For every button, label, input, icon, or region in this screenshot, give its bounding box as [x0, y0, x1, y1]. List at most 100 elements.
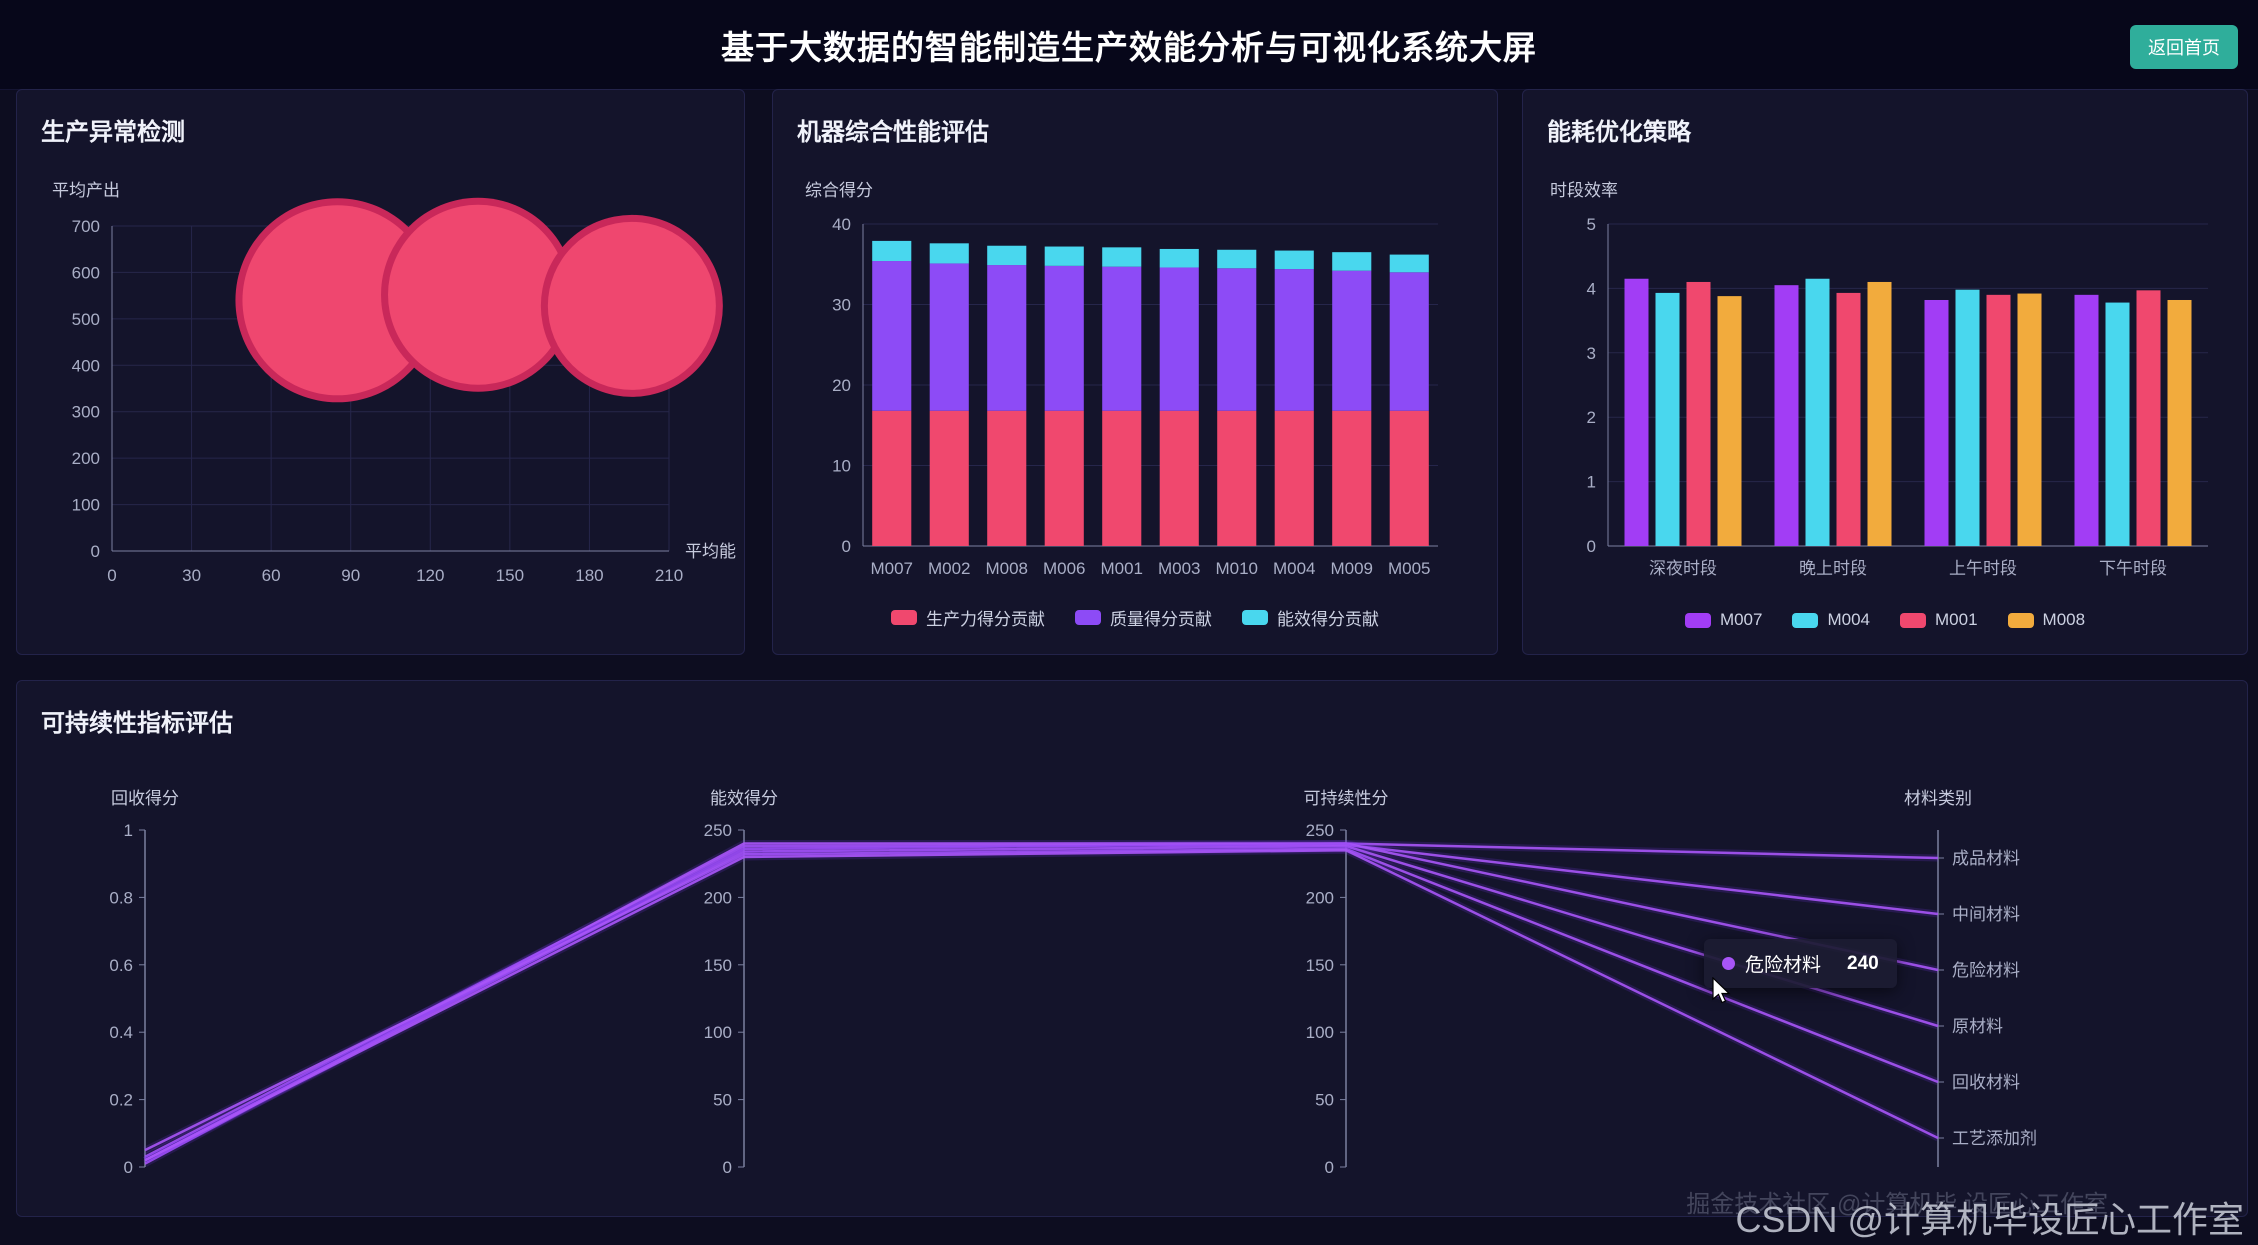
svg-text:100: 100 [72, 496, 100, 515]
svg-text:100: 100 [704, 1023, 732, 1042]
svg-text:20: 20 [832, 376, 851, 395]
watermark-primary: CSDN @计算机毕设匠心工作室 [1735, 1199, 2244, 1240]
svg-text:300: 300 [72, 403, 100, 422]
legend-label: 能效得分贡献 [1277, 610, 1379, 629]
svg-text:平均产出: 平均产出 [52, 181, 120, 200]
svg-text:0.2: 0.2 [109, 1091, 133, 1110]
legend-item-生产力得分贡献[interactable]: 生产力得分贡献 [891, 605, 1045, 630]
panel-machine-performance: 机器综合性能评估 0 10 20 30 40 综合得分 M007 M002 M008 M006 M0… [772, 89, 1498, 655]
svg-text:M002: M002 [928, 559, 971, 578]
svg-text:成品材料: 成品材料 [1952, 849, 2020, 868]
svg-text:180: 180 [575, 566, 603, 585]
svg-text:200: 200 [72, 449, 100, 468]
chart-tooltip: 危险材料 240 [1704, 939, 1897, 988]
svg-text:时段效率: 时段效率 [1550, 181, 1618, 200]
legend-item-质量得分贡献[interactable]: 质量得分贡献 [1075, 605, 1212, 630]
panel-title-anomaly: 生产异常检测 [41, 119, 185, 146]
svg-text:150: 150 [704, 956, 732, 975]
svg-text:120: 120 [416, 566, 444, 585]
svg-text:30: 30 [182, 566, 201, 585]
svg-text:0.8: 0.8 [109, 888, 133, 907]
svg-text:250: 250 [1306, 821, 1334, 840]
svg-text:150: 150 [1306, 956, 1334, 975]
svg-text:0: 0 [723, 1158, 732, 1177]
svg-text:材料类别: 材料类别 [1904, 789, 1972, 808]
svg-text:工艺添加剂: 工艺添加剂 [1952, 1129, 2037, 1148]
svg-text:700: 700 [72, 217, 100, 236]
svg-text:危险材料: 危险材料 [1952, 961, 2020, 980]
svg-text:200: 200 [1306, 888, 1334, 907]
svg-text:回收得分: 回收得分 [111, 789, 179, 808]
panel-energy-optimization: 能耗优化策略 0 1 2 3 4 5 时段效率 深夜时段 晚上时段 上午时段 下午时段 M007 M0… [1522, 89, 2248, 655]
svg-text:0: 0 [91, 542, 100, 561]
svg-text:0: 0 [124, 1158, 133, 1177]
svg-text:90: 90 [341, 566, 360, 585]
svg-text:50: 50 [713, 1091, 732, 1110]
svg-text:2: 2 [1587, 408, 1596, 427]
svg-text:5: 5 [1587, 215, 1596, 234]
panel-title-energy: 能耗优化策略 [1547, 119, 1691, 146]
svg-text:40: 40 [832, 215, 851, 234]
svg-text:晚上时段: 晚上时段 [1799, 559, 1867, 578]
svg-text:原材料: 原材料 [1952, 1017, 2003, 1036]
svg-text:M001: M001 [1100, 559, 1143, 578]
legend-label: M001 [1935, 610, 1978, 629]
svg-text:综合得分: 综合得分 [805, 181, 873, 200]
svg-text:可持续性分: 可持续性分 [1304, 789, 1389, 808]
bubble-chart-anomaly[interactable]: 0 30 60 90 120 150 180 210 0 100 200 300 400 500 600 70… [17, 146, 746, 616]
tooltip-label: 危险材料 [1745, 955, 1822, 976]
legend-swatch-icon [2007, 612, 2034, 628]
stacked-bar-chart-machine[interactable]: 0 10 20 30 40 综合得分 M007 M002 M008 M006 M001 M003 M01… [773, 146, 1499, 598]
svg-text:M003: M003 [1158, 559, 1201, 578]
svg-text:0: 0 [1325, 1158, 1334, 1177]
svg-text:4: 4 [1587, 279, 1596, 298]
legend-energy: M007 M004 M001 M008 [1523, 610, 2247, 630]
svg-text:0.4: 0.4 [109, 1023, 133, 1042]
legend-swatch-icon [1242, 610, 1268, 625]
parallel-coordinates-chart[interactable]: 回收得分 0 0.2 0.4 0.6 0.8 1 能效得分 0 50 100 150 200 250 可持续… [17, 737, 2249, 1189]
svg-text:1: 1 [124, 821, 133, 840]
svg-text:250: 250 [704, 821, 732, 840]
svg-text:100: 100 [1306, 1023, 1334, 1042]
svg-text:50: 50 [1315, 1091, 1334, 1110]
svg-text:M006: M006 [1043, 559, 1086, 578]
svg-text:平均能: 平均能 [685, 542, 736, 561]
panel-sustainability: 可持续性指标评估 回收得分 0 0.2 0.4 0.6 0.8 1 能效得分 0 50 100 150… [16, 680, 2248, 1217]
legend-item-M008[interactable]: M008 [2007, 610, 2086, 630]
page-title: 基于大数据的智能制造生产效能分析与可视化系统大屏 [721, 28, 1537, 66]
svg-text:30: 30 [832, 296, 851, 315]
svg-text:M008: M008 [985, 559, 1028, 578]
legend-item-M007[interactable]: M007 [1684, 610, 1762, 630]
svg-text:3: 3 [1587, 344, 1596, 363]
svg-text:M004: M004 [1273, 559, 1316, 578]
svg-text:回收材料: 回收材料 [1952, 1073, 2020, 1092]
svg-text:10: 10 [832, 457, 851, 476]
legend-machine: 生产力得分贡献 质量得分贡献 能效得分贡献 [773, 605, 1497, 630]
svg-text:400: 400 [72, 356, 100, 375]
svg-text:0.6: 0.6 [109, 956, 133, 975]
legend-item-M004[interactable]: M004 [1792, 610, 1870, 630]
svg-text:200: 200 [704, 888, 732, 907]
legend-swatch-icon [1900, 612, 1926, 628]
legend-label: M008 [2042, 610, 2086, 629]
svg-text:210: 210 [655, 566, 683, 585]
legend-item-M001[interactable]: M001 [1900, 610, 1978, 630]
svg-text:600: 600 [72, 263, 100, 282]
legend-swatch-icon [891, 610, 917, 625]
svg-text:上午时段: 上午时段 [1949, 559, 2017, 578]
legend-item-能效得分贡献[interactable]: 能效得分贡献 [1242, 605, 1379, 630]
svg-text:M005: M005 [1388, 559, 1431, 578]
back-home-button[interactable]: 返回首页 [2130, 25, 2238, 69]
watermark-secondary: 掘金技术社区 @计算机毕 设匠心工作室 [1686, 1191, 2108, 1218]
svg-text:60: 60 [262, 566, 281, 585]
svg-text:500: 500 [72, 310, 100, 329]
panel-title-sustainability: 可持续性指标评估 [41, 710, 233, 737]
legend-label: 生产力得分贡献 [926, 610, 1045, 629]
tooltip-value: 240 [1847, 952, 1879, 974]
panel-title-machine: 机器综合性能评估 [797, 119, 989, 146]
svg-text:150: 150 [496, 566, 524, 585]
legend-swatch-icon [1075, 610, 1101, 625]
legend-swatch-icon [1792, 612, 1819, 628]
